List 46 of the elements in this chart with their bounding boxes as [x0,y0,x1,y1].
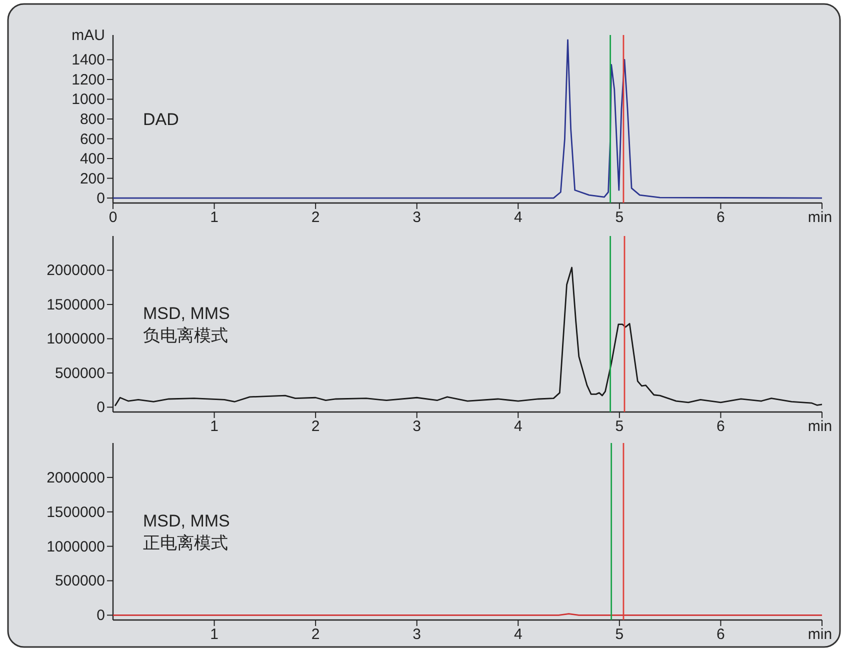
x-tick-label: 4 [514,209,522,226]
y-tick-label: 0 [96,190,105,208]
x-tick-label: 6 [716,418,725,435]
y-tick-label: 1400 [72,52,105,69]
x-tick-label: 1 [210,626,218,643]
y-tick-label: 0 [96,399,105,416]
annotation: MSD, MMS [143,304,230,323]
x-tick-label: 2 [311,209,320,226]
y-tick-label: 0 [96,607,105,624]
x-tick-label: 5 [615,209,624,226]
x-tick-label: 4 [514,418,522,435]
y-tick-label: 600 [80,130,105,148]
x-tick-label: 6 [716,626,725,643]
y-tick-label: 1200 [72,71,105,88]
x-tick-label: 3 [412,209,422,226]
y-tick-label: 400 [80,150,105,168]
y-axis-title: mAU [72,27,105,44]
annotation: 正电离模式 [143,534,228,552]
x-tick-label: 1 [210,209,218,226]
x-tick-label: 5 [615,626,624,643]
x-tick-label: 5 [615,418,624,435]
y-tick-label: 500000 [54,572,105,590]
x-tick-label: 2 [311,418,320,435]
x-tick-label: 2 [311,626,320,643]
x-tick-label: 1 [210,418,218,435]
y-tick-label: 1000 [72,91,105,108]
y-tick-label: 800 [80,111,105,128]
x-axis-title: min [808,209,832,226]
y-tick-label: 1000000 [46,538,105,556]
annotation: DAD [143,110,179,129]
y-tick-label: 1500000 [46,504,105,521]
x-axis-title: min [808,418,832,435]
x-tick-label: 4 [514,626,522,643]
y-tick-label: 200 [80,170,105,188]
y-tick-label: 1000000 [46,330,105,348]
x-tick-label: 0 [108,209,118,226]
x-tick-label: 3 [412,418,422,435]
y-tick-label: 2000000 [46,469,105,486]
y-tick-label: 500000 [54,364,105,382]
annotation: MSD, MMS [143,512,230,530]
x-axis-title: min [808,626,832,643]
annotation: 负电离模式 [143,326,228,345]
x-tick-label: 6 [716,209,725,226]
y-tick-label: 1500000 [46,296,105,314]
y-tick-label: 2000000 [46,262,105,280]
x-tick-label: 3 [412,626,422,643]
